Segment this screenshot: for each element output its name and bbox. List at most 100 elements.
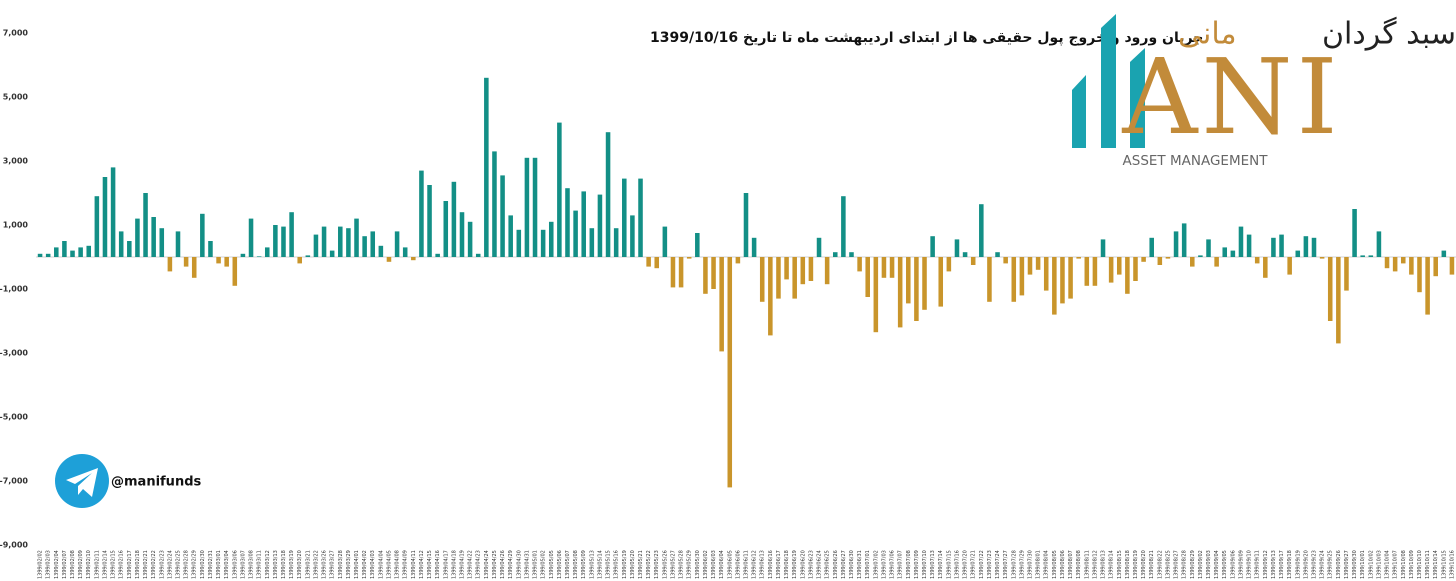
bar xyxy=(1360,255,1365,257)
x-tick-label: 1399/07/20 xyxy=(963,550,969,579)
bar xyxy=(589,228,595,257)
bar xyxy=(102,177,108,257)
x-tick-label: 1399/04/18 xyxy=(451,550,457,579)
x-tick-label: 1399/06/02 xyxy=(703,550,709,579)
x-tick-label: 1399/02/07 xyxy=(62,550,68,579)
bar xyxy=(1027,257,1033,275)
bar xyxy=(411,257,416,261)
x-tick-label: 1399/05/01 xyxy=(533,550,539,579)
bar xyxy=(475,253,481,257)
x-tick-label: 1399/02/04 xyxy=(54,550,60,579)
x-tick-label: 1399/08/05 xyxy=(1052,550,1058,579)
bar xyxy=(1287,257,1292,275)
x-tick-label: 1399/07/06 xyxy=(890,550,896,579)
bar xyxy=(467,221,473,257)
bar xyxy=(37,253,43,257)
x-tick-label: 1399/05/14 xyxy=(597,550,603,579)
x-tick-label: 1399/05/13 xyxy=(589,550,595,579)
x-tick-label: 1399/03/13 xyxy=(273,550,279,579)
bar xyxy=(719,257,724,352)
x-tick-label: 1399/05/16 xyxy=(614,550,620,579)
telegram-icon xyxy=(55,454,109,508)
bar xyxy=(321,226,327,257)
bar xyxy=(816,237,822,257)
x-tick-label: 1399/03/21 xyxy=(305,550,311,579)
x-tick-label: 1399/08/04 xyxy=(1044,550,1050,579)
bar xyxy=(224,257,229,267)
x-tick-label: 1399/07/30 xyxy=(1028,550,1034,579)
x-tick-label: 1399/03/01 xyxy=(216,550,222,579)
bar xyxy=(962,252,968,257)
logo-bar xyxy=(1072,75,1086,148)
bar xyxy=(1392,257,1398,272)
bar xyxy=(930,236,935,257)
bar xyxy=(832,252,838,257)
x-tick-label: 1399/03/22 xyxy=(313,550,319,579)
y-tick-label: -1,000 xyxy=(0,285,28,294)
x-tick-label: 1399/06/26 xyxy=(833,550,839,579)
x-tick-label: 1399/05/07 xyxy=(565,550,571,579)
y-tick-label: -9,000 xyxy=(0,541,28,550)
bar xyxy=(557,122,562,257)
x-tick-label: 1399/04/26 xyxy=(500,550,506,579)
x-tick-label: 1399/04/24 xyxy=(484,550,490,579)
y-tick-label: -7,000 xyxy=(0,477,28,486)
bar xyxy=(938,257,944,307)
x-tick-label: 1399/09/13 xyxy=(1271,550,1277,579)
bar xyxy=(889,257,895,278)
bar xyxy=(86,245,92,257)
x-tick-label: 1399/08/01 xyxy=(1036,550,1042,579)
bar xyxy=(735,257,741,264)
logo-letters: ANI xyxy=(1121,36,1341,158)
x-tick-label: 1399/09/27 xyxy=(1344,550,1350,579)
bar xyxy=(248,218,254,257)
bar xyxy=(979,204,984,257)
x-tick-label: 1399/07/01 xyxy=(865,550,871,579)
bar xyxy=(970,257,976,265)
x-tick-label: 1399/07/27 xyxy=(1003,550,1009,579)
x-tick-label: 1399/08/18 xyxy=(1125,550,1131,579)
x-tick-label: 1399/05/02 xyxy=(541,550,547,579)
bar xyxy=(216,257,221,264)
bar xyxy=(1311,237,1317,257)
x-tick-label: 1399/02/11 xyxy=(94,550,100,579)
bar xyxy=(313,234,319,257)
x-tick-label: 1399/05/21 xyxy=(638,550,644,579)
bar xyxy=(1019,257,1025,296)
x-tick-label: 1399/04/23 xyxy=(476,550,482,579)
bar xyxy=(1263,257,1268,278)
x-tick-label: 1399/04/31 xyxy=(524,550,530,579)
x-tick-label: 1399/03/28 xyxy=(338,550,344,579)
x-tick-label: 1399/06/06 xyxy=(735,550,741,579)
bar xyxy=(727,257,733,488)
x-tick-label: 1399/09/09 xyxy=(1238,550,1244,579)
bar xyxy=(1271,237,1276,257)
bar xyxy=(808,257,814,281)
bar xyxy=(110,167,116,257)
bar xyxy=(1125,257,1130,294)
bar xyxy=(240,253,246,257)
x-tick-label: 1399/04/02 xyxy=(362,550,368,579)
x-tick-label: 1399/06/24 xyxy=(817,550,823,579)
x-tick-label: 1399/02/24 xyxy=(167,550,173,579)
bar xyxy=(1384,257,1390,269)
bar xyxy=(1425,257,1430,315)
bar xyxy=(800,257,806,285)
x-tick-label: 1399/05/28 xyxy=(679,550,685,579)
x-tick-label: 1399/05/06 xyxy=(557,550,563,579)
bar xyxy=(1441,250,1447,257)
x-tick-label: 1399/08/12 xyxy=(1092,550,1098,579)
bar xyxy=(70,250,75,257)
bar xyxy=(297,257,302,264)
x-tick-label: 1399/06/04 xyxy=(719,550,725,579)
bar xyxy=(824,257,830,285)
bar xyxy=(995,252,1000,257)
x-tick-label: 1399/04/03 xyxy=(370,550,376,579)
x-tick-label: 1399/06/25 xyxy=(825,550,831,579)
bar xyxy=(273,225,278,257)
x-tick-label: 1399/06/17 xyxy=(776,550,782,579)
x-tick-label: 1399/07/23 xyxy=(987,550,993,579)
x-tick-label: 1399/02/15 xyxy=(111,550,117,579)
x-tick-label: 1399/09/20 xyxy=(1303,550,1309,579)
bar xyxy=(264,247,270,257)
